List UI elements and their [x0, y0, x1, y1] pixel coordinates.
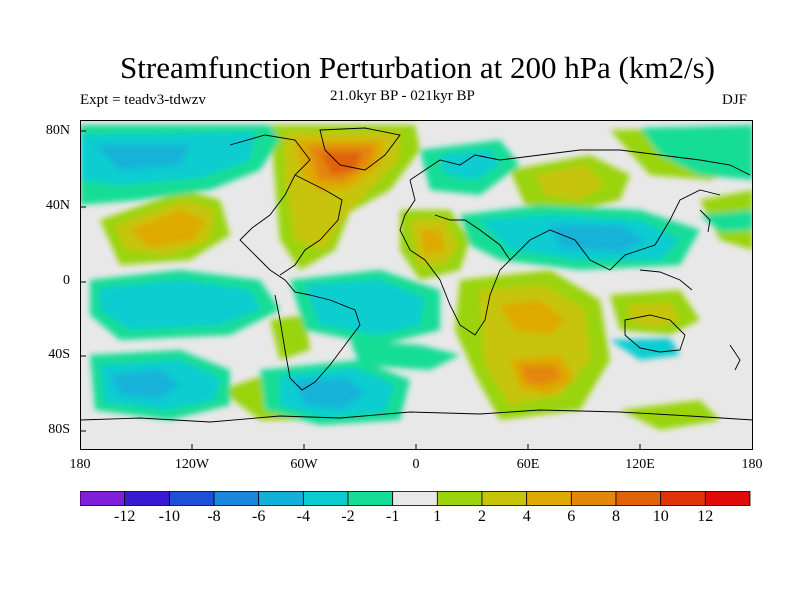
negative-region — [640, 125, 753, 180]
colorbar-box — [168, 491, 215, 506]
colorbar-label: -4 — [296, 508, 310, 525]
colorbar-box — [526, 491, 572, 506]
colorbar-box — [347, 491, 394, 506]
colorbar-label: 10 — [652, 508, 669, 525]
colorbar-label: 8 — [612, 508, 620, 525]
colorbar-box — [615, 491, 662, 506]
colorbar-label: 2 — [478, 508, 486, 525]
asia-south-coast — [509, 189, 721, 271]
positive-region — [500, 300, 565, 335]
new-zealand — [729, 344, 741, 371]
experiment-label: Expt = teadv3-tdwzv — [80, 92, 206, 108]
negative-region — [100, 280, 260, 330]
lon-label-120w: 120W — [174, 457, 210, 472]
colorbar-label: 6 — [567, 508, 576, 525]
colorbar-label: -10 — [158, 508, 180, 525]
colorbar-label: -12 — [114, 508, 136, 525]
colorbar-box — [258, 491, 304, 506]
positive-region — [420, 230, 445, 255]
lon-label-180e: 180 — [741, 457, 763, 472]
positive-region — [320, 152, 362, 175]
africa — [399, 179, 511, 336]
americas-west-coast — [229, 134, 311, 296]
lat-label-40n: 40N — [45, 198, 70, 213]
lat-label-80n: 80N — [45, 123, 70, 138]
positive-region — [270, 315, 310, 360]
colorbar-box — [302, 491, 349, 506]
colorbar-label: 12 — [697, 508, 714, 525]
positive-region — [130, 210, 205, 248]
colorbar-box — [436, 491, 483, 506]
colorbar-label: -2 — [341, 508, 355, 525]
negative-region — [350, 340, 460, 370]
eurasia-north-coast — [409, 149, 751, 181]
colorbar-label: -1 — [386, 508, 400, 525]
lat-label-80s: 80S — [48, 422, 70, 437]
lon-label-120e: 120E — [625, 457, 655, 472]
south-america — [274, 294, 361, 391]
plot-title: Streamfunction Perturbation at 200 hPa (… — [120, 50, 715, 85]
negative-region — [95, 145, 190, 170]
negative-region — [110, 370, 180, 398]
colorbar-box — [80, 491, 126, 506]
colorbar-label: -6 — [252, 508, 266, 525]
positive-region — [520, 365, 562, 386]
period-label: 21.0kyr BP - 021kyr BP — [330, 88, 475, 104]
positive-region — [628, 302, 680, 328]
positive-region — [535, 165, 605, 200]
colorbar-box — [704, 491, 751, 506]
negative-region — [295, 378, 365, 408]
negative-region — [700, 210, 753, 232]
tick-marks — [80, 130, 641, 450]
maritime-continent — [639, 269, 693, 291]
lat-label-40s: 40S — [48, 347, 70, 362]
negative-region — [550, 225, 645, 252]
colorbar-box — [570, 491, 617, 506]
lon-label-0: 0 — [412, 457, 420, 472]
lat-label-0: 0 — [63, 273, 70, 288]
lon-label-60e: 60E — [516, 457, 540, 472]
lon-label-60w: 60W — [290, 457, 318, 472]
colorbar-box — [213, 491, 260, 506]
australia — [624, 314, 686, 353]
negative-region — [440, 150, 500, 180]
streamfunction-map — [80, 120, 753, 450]
japan — [699, 209, 711, 233]
colorbar-box — [124, 491, 170, 506]
negative-region — [305, 280, 425, 335]
colorbar-box — [481, 491, 528, 506]
americas-east-coast — [279, 174, 343, 276]
season-label: DJF — [722, 92, 748, 108]
colorbar-box — [660, 491, 706, 506]
contour-fill-layer — [80, 125, 753, 430]
colorbar — [80, 491, 751, 506]
coastlines — [80, 127, 753, 423]
greenland — [319, 127, 401, 171]
colorbar-label: -8 — [207, 508, 221, 525]
colorbar-box — [392, 491, 438, 506]
antarctica — [80, 409, 753, 423]
colorbar-label: 1 — [433, 508, 442, 525]
lon-label-180w: 180 — [69, 457, 91, 472]
colorbar-label: 4 — [522, 508, 531, 525]
